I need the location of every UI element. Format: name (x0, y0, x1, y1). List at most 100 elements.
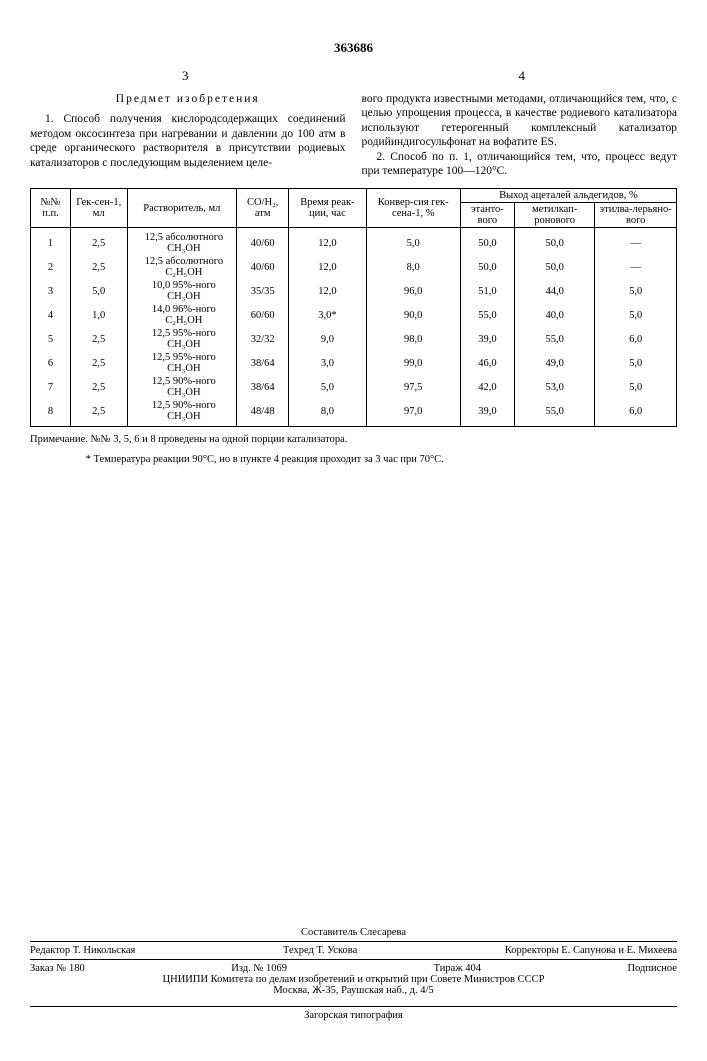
table-cell: 5,0 (366, 228, 460, 256)
table-cell: 6,0 (595, 399, 677, 427)
col-left: Предмет изобретения 1. Способ получения … (30, 92, 346, 178)
th-num: №№ п.п. (31, 189, 71, 228)
table-row: 22,512,5 абсолютного C₂H₅OH40/6012,08,05… (31, 255, 677, 279)
table-cell: 2,5 (70, 399, 127, 427)
th-yield-a: этанто-вого (460, 203, 514, 228)
table-row: 82,512,5 90%-ного CH₃OH48/488,097,039,05… (31, 399, 677, 427)
table-cell: 50,0 (460, 255, 514, 279)
correctors: Корректоры Е. Сапунова и Е. Михеева (505, 945, 677, 956)
table-cell: 8 (31, 399, 71, 427)
footnote-2: * Температура реакции 90°С, но в пункте … (30, 453, 677, 467)
th-yield: Выход ацеталей альдегидов, % (460, 189, 676, 203)
th-conv: Конвер-сия гек-сена-1, % (366, 189, 460, 228)
table-row: 12,512,5 абсолютного CH₃OH40/6012,05,050… (31, 228, 677, 256)
table-cell: 10,0 95%-ного CH₃OH (127, 279, 237, 303)
table-cell: 40/60 (237, 255, 289, 279)
table-cell: 12,0 (289, 228, 366, 256)
table-cell: — (595, 255, 677, 279)
table-cell: 2,5 (70, 327, 127, 351)
order-no: Заказ № 180 (30, 963, 85, 974)
table-cell: 6 (31, 351, 71, 375)
claim-1b: вого продукта известными методами, отлич… (362, 92, 678, 150)
table-cell: 40/60 (237, 228, 289, 256)
table-cell: 1 (31, 228, 71, 256)
table-cell: 5,0 (70, 279, 127, 303)
table-cell: 5,0 (595, 279, 677, 303)
th-hex: Гек-сен-1, мл (70, 189, 127, 228)
table-cell: 51,0 (460, 279, 514, 303)
page-left: 3 (30, 68, 341, 84)
table-cell: 12,5 90%-ного CH₃OH (127, 399, 237, 427)
table-cell: 12,5 абсолютного C₂H₅OH (127, 255, 237, 279)
table-cell: 46,0 (460, 351, 514, 375)
table-cell: 12,0 (289, 255, 366, 279)
th-time: Время реак-ции, час (289, 189, 366, 228)
claims-block: Предмет изобретения 1. Способ получения … (30, 92, 677, 178)
table-cell: 97,5 (366, 375, 460, 399)
table-cell: 55,0 (514, 399, 594, 427)
table-cell: 12,5 95%-ного CH₃OH (127, 327, 237, 351)
table-cell: 2 (31, 255, 71, 279)
table-cell: 96,0 (366, 279, 460, 303)
table-cell: 3,0* (289, 303, 366, 327)
table-cell: 6,0 (595, 327, 677, 351)
th-yield-c: этилва-лерьяно-вого (595, 203, 677, 228)
table-cell: 53,0 (514, 375, 594, 399)
table-cell: 60/60 (237, 303, 289, 327)
table-cell: 12,0 (289, 279, 366, 303)
table-cell: 14,0 96%-ного C₂H₅OH (127, 303, 237, 327)
table-cell: 5,0 (595, 375, 677, 399)
table-cell: 32/32 (237, 327, 289, 351)
table-cell: 44,0 (514, 279, 594, 303)
table-cell: 2,5 (70, 351, 127, 375)
page-numbers: 3 4 (30, 68, 677, 84)
table-cell: 12,5 90%-ного CH₃OH (127, 375, 237, 399)
table-cell: 38/64 (237, 375, 289, 399)
table-cell: 50,0 (514, 228, 594, 256)
table-row: 62,512,5 95%-ного CH₃OH38/643,099,046,04… (31, 351, 677, 375)
table-cell: 2,5 (70, 255, 127, 279)
table-cell: 42,0 (460, 375, 514, 399)
table-cell: 50,0 (514, 255, 594, 279)
table-cell: 7 (31, 375, 71, 399)
table-body: 12,512,5 абсолютного CH₃OH40/6012,05,050… (31, 228, 677, 427)
page-right: 4 (366, 68, 677, 84)
imprint: Составитель Слесарева Редактор Т. Николь… (30, 927, 677, 1021)
table-cell: — (595, 228, 677, 256)
table-cell: 49,0 (514, 351, 594, 375)
table-cell: 39,0 (460, 327, 514, 351)
table-cell: 99,0 (366, 351, 460, 375)
print-run: Тираж 404 (434, 963, 481, 974)
tech-editor: Техред Т. Ускова (283, 945, 357, 956)
table-cell: 8,0 (289, 399, 366, 427)
table-cell: 98,0 (366, 327, 460, 351)
printer: Загорская типография (30, 1006, 677, 1021)
address: Москва, Ж-35, Раушская наб., д. 4/5 (30, 985, 677, 996)
doc-number: 363686 (30, 40, 677, 56)
table-cell: 55,0 (460, 303, 514, 327)
col-right: вого продукта известными методами, отлич… (362, 92, 678, 178)
table-cell: 3 (31, 279, 71, 303)
th-yield-b: метилкап-ронового (514, 203, 594, 228)
edition-no: Изд. № 1069 (231, 963, 287, 974)
table-row: 72,512,5 90%-ного CH₃OH38/645,097,542,05… (31, 375, 677, 399)
claim-1a: 1. Способ получения кислородсодержащих с… (30, 112, 346, 170)
table-row: 52,512,5 95%-ного CH₃OH32/329,098,039,05… (31, 327, 677, 351)
table-cell: 12,5 95%-ного CH₃OH (127, 351, 237, 375)
editor: Редактор Т. Никольская (30, 945, 135, 956)
th-coh2: CO/H₂, атм (237, 189, 289, 228)
table-cell: 12,5 абсолютного CH₃OH (127, 228, 237, 256)
claim-2: 2. Способ по п. 1, отличающийся тем, что… (362, 150, 678, 179)
table-row: 41,014,0 96%-ного C₂H₅OH60/603,0*90,055,… (31, 303, 677, 327)
table-cell: 90,0 (366, 303, 460, 327)
table-row: 35,010,0 95%-ного CH₃OH35/3512,096,051,0… (31, 279, 677, 303)
compiler: Составитель Слесарева (30, 927, 677, 938)
table-cell: 5,0 (595, 351, 677, 375)
org: ЦНИИПИ Комитета по делам изобретений и о… (30, 974, 677, 985)
table-cell: 97,0 (366, 399, 460, 427)
table-cell: 38/64 (237, 351, 289, 375)
subscription: Подписное (628, 963, 677, 974)
th-solvent: Растворитель, мл (127, 189, 237, 228)
results-table: №№ п.п. Гек-сен-1, мл Растворитель, мл C… (30, 188, 677, 427)
footnote-1: Примечание. №№ 3, 5, 6 и 8 проведены на … (30, 433, 677, 447)
